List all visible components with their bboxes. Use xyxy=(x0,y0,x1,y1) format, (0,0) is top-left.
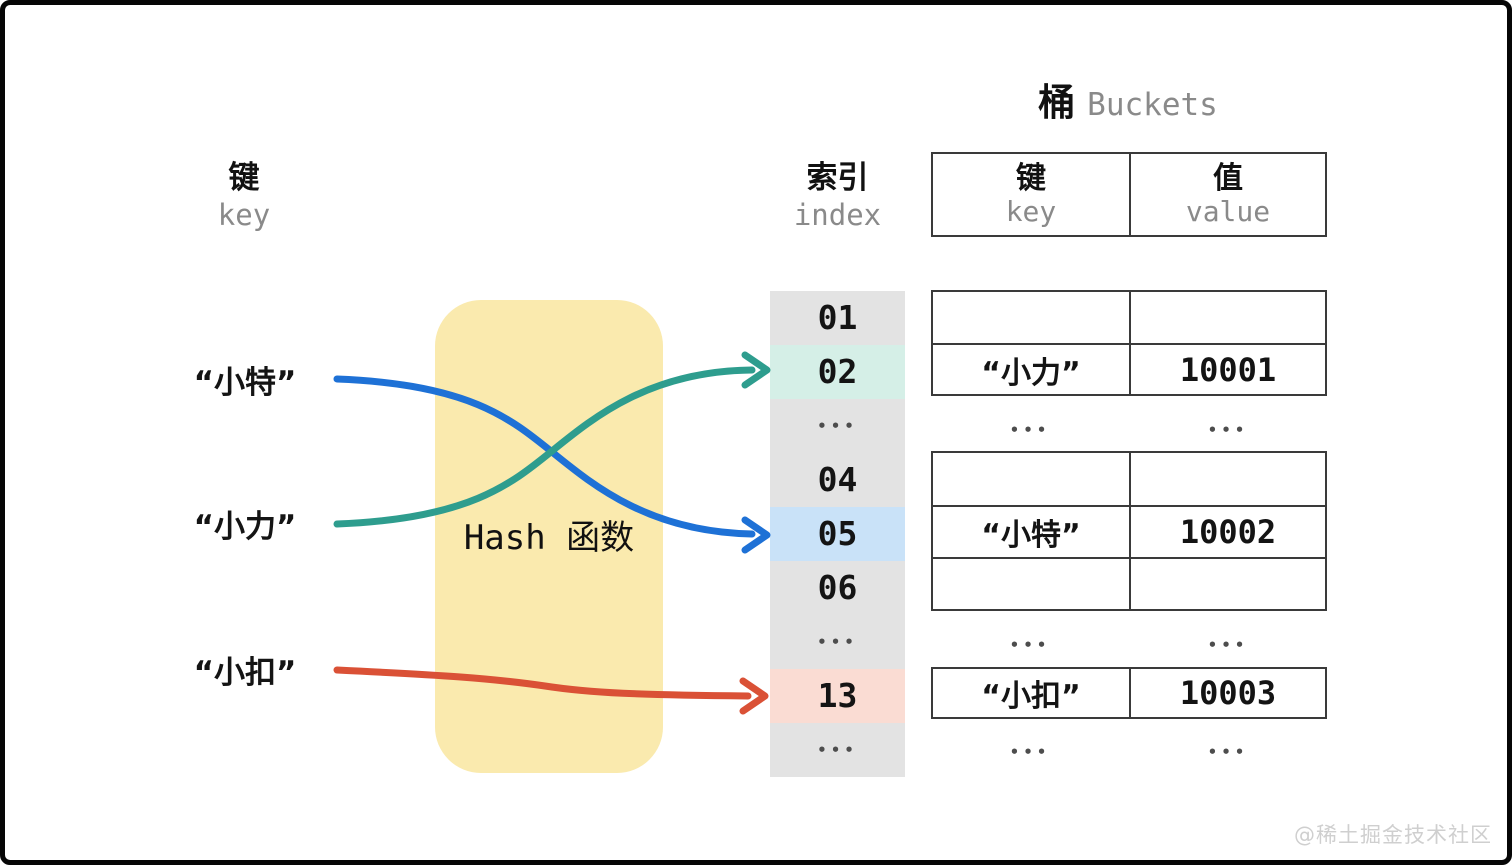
key-column-header: 键 key xyxy=(149,160,339,232)
bucket-header-key-en: key xyxy=(1005,194,1057,228)
index-row-04: 04 xyxy=(770,453,905,507)
key-label-xiaokou: “小扣” xyxy=(193,655,297,691)
bucket-ellipsis-2: ••• ••• xyxy=(931,633,1327,657)
bucket-header-value-en: value xyxy=(1185,194,1271,228)
index-row-06: 06 xyxy=(770,561,905,615)
bucket-ellipsis-1-value: ••• xyxy=(1207,421,1249,439)
bucket-ellipsis-3: ••• ••• xyxy=(931,740,1327,764)
index-row-13: 13 xyxy=(770,669,905,723)
bucket2-row1-value xyxy=(1129,453,1325,505)
bucket2-row2-key: “小特” xyxy=(933,505,1129,557)
bucket2-row2-value: 10002 xyxy=(1129,505,1325,557)
key-label-xiaote: “小特” xyxy=(193,365,297,401)
bucket-table-3: “小扣” 10003 xyxy=(931,667,1327,719)
buckets-title-en: Buckets xyxy=(1087,87,1218,123)
bucket-header-value-cell: 值 value xyxy=(1129,154,1325,235)
buckets-title-cn: 桶 xyxy=(1038,81,1076,124)
bucket-header-key-cell: 键 key xyxy=(933,154,1129,235)
bucket1-row1-value xyxy=(1129,292,1325,343)
index-column-header: 索引 index xyxy=(770,160,905,232)
bucket3-row1-value: 10003 xyxy=(1129,669,1325,717)
watermark: @稀土掘金技术社区 xyxy=(1294,823,1492,847)
key-header-cn: 键 xyxy=(228,160,260,196)
bucket3-row1-key: “小扣” xyxy=(981,679,1081,714)
index-header-cn: 索引 xyxy=(806,160,869,196)
index-row-gap-2: ••• xyxy=(770,615,905,669)
bucket1-row1-key xyxy=(933,292,1129,343)
bucket-ellipsis-3-value: ••• xyxy=(1207,743,1249,761)
bucket-table-1: “小力” 10001 xyxy=(931,290,1327,396)
bucket-table-2: “小特” 10002 xyxy=(931,451,1327,611)
bucket-ellipsis-3-key: ••• xyxy=(1009,743,1051,761)
index-row-02: 02 xyxy=(770,345,905,399)
bucket2-row3-value xyxy=(1129,557,1325,609)
bucket-table-header: 键 key 值 value xyxy=(931,152,1327,237)
key-label-xiaoli: “小力” xyxy=(193,509,297,545)
bucket-header-value-cn: 值 xyxy=(1213,160,1243,196)
arrowhead-blue-icon xyxy=(741,516,771,554)
index-row-01: 01 xyxy=(770,291,905,345)
index-row-gap-3: ••• xyxy=(770,723,905,777)
bucket1-row2-key: “小力” xyxy=(933,343,1129,394)
arrowhead-red-icon xyxy=(739,677,769,715)
bucket1-row2-value: 10001 xyxy=(1129,343,1325,394)
index-row-05: 05 xyxy=(770,507,905,561)
buckets-title: 桶 Buckets xyxy=(928,72,1328,126)
bucket-ellipsis-2-key: ••• xyxy=(1009,636,1051,654)
bucket-ellipsis-2-value: ••• xyxy=(1207,636,1249,654)
bucket-ellipsis-1: ••• ••• xyxy=(931,418,1327,442)
index-header-en: index xyxy=(793,198,882,232)
hash-function-label: Hash 函数 xyxy=(463,518,635,558)
index-row-gap-1: ••• xyxy=(770,399,905,453)
bucket2-row3-key xyxy=(933,557,1129,609)
bucket2-row1-key xyxy=(933,453,1129,505)
arrowhead-teal-icon xyxy=(741,351,771,389)
index-column: 01 02 ••• 04 05 06 ••• 13 ••• xyxy=(770,291,905,777)
bucket-header-key-cn: 键 xyxy=(1016,160,1046,196)
bucket-ellipsis-1-key: ••• xyxy=(1009,421,1051,439)
key-header-en: key xyxy=(217,198,271,232)
